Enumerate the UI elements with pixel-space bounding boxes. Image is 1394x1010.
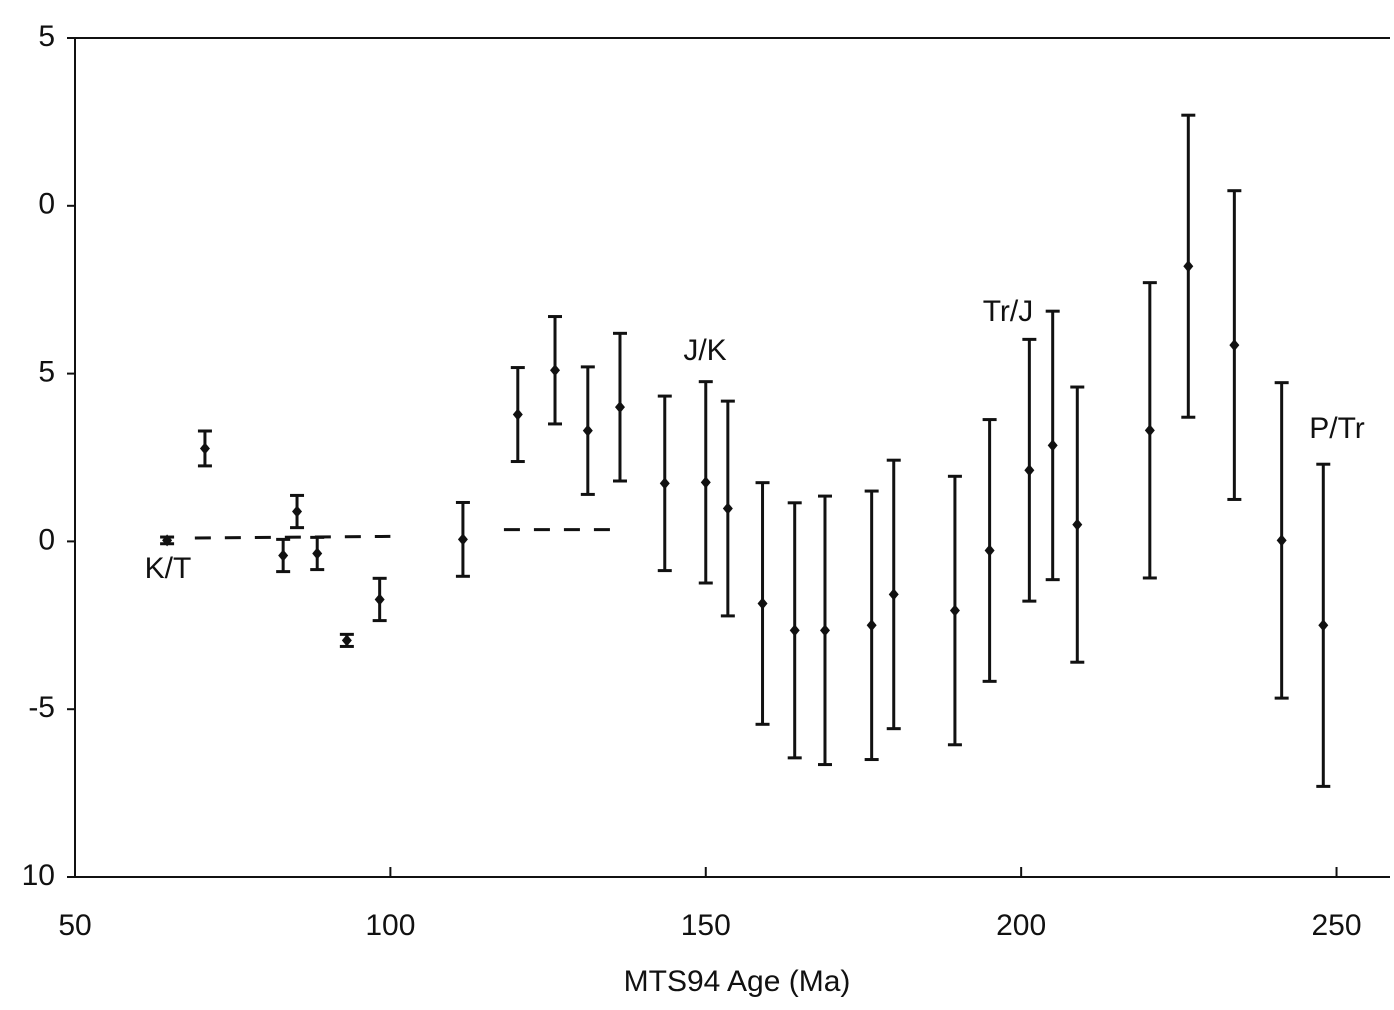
- point: [341, 634, 352, 647]
- point: [550, 364, 561, 377]
- y-tick-label: 5: [38, 356, 55, 389]
- point: [312, 547, 323, 560]
- point: [1229, 339, 1240, 352]
- point: [614, 401, 625, 414]
- point: [512, 408, 523, 421]
- point: [199, 442, 210, 455]
- point: [292, 505, 303, 518]
- point: [700, 476, 711, 489]
- x-axis-label: MTS94 Age (Ma): [624, 965, 851, 998]
- point: [1318, 619, 1329, 632]
- point: [1183, 260, 1194, 273]
- y-tick-label: 10: [22, 859, 55, 892]
- x-tick-label: 200: [996, 909, 1046, 942]
- point: [659, 477, 670, 490]
- point: [789, 624, 800, 637]
- point: [278, 549, 289, 562]
- annotation: P/Tr: [1309, 412, 1365, 445]
- point: [819, 624, 830, 637]
- point: [866, 619, 877, 632]
- point: [457, 533, 468, 546]
- point: [1047, 439, 1058, 452]
- point: [582, 424, 593, 437]
- point: [374, 593, 385, 606]
- x-tick-label: 100: [365, 909, 415, 942]
- y-tick-label: -5: [28, 691, 55, 724]
- x-tick-label: 250: [1312, 909, 1362, 942]
- point: [162, 534, 173, 547]
- point: [984, 544, 995, 557]
- annotation: K/T: [145, 552, 192, 585]
- y-tick-label: 0: [38, 188, 55, 221]
- point: [757, 597, 768, 610]
- point: [1276, 534, 1287, 547]
- point: [888, 588, 899, 601]
- point: [1144, 424, 1155, 437]
- annotation: Tr/J: [983, 295, 1034, 328]
- point: [1024, 464, 1035, 477]
- x-tick-label: 150: [681, 909, 731, 942]
- point: [722, 502, 733, 515]
- point: [1072, 518, 1083, 531]
- y-tick-label: 0: [38, 523, 55, 556]
- y-tick-label: 5: [38, 20, 55, 53]
- x-tick-label: 50: [58, 909, 91, 942]
- point: [949, 604, 960, 617]
- annotation: J/K: [683, 334, 726, 367]
- reference-line: [194, 534, 391, 540]
